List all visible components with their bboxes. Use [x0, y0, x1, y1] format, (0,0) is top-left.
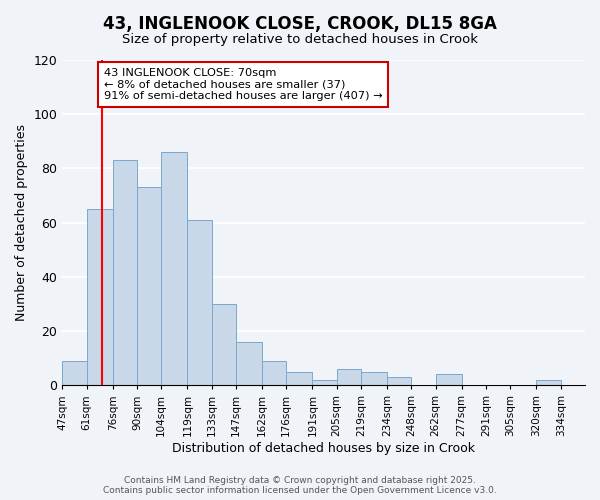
Text: 43, INGLENOOK CLOSE, CROOK, DL15 8GA: 43, INGLENOOK CLOSE, CROOK, DL15 8GA — [103, 15, 497, 33]
Text: 43 INGLENOOK CLOSE: 70sqm
← 8% of detached houses are smaller (37)
91% of semi-d: 43 INGLENOOK CLOSE: 70sqm ← 8% of detach… — [104, 68, 383, 102]
Bar — [262, 361, 286, 386]
Bar — [337, 369, 361, 386]
Text: Contains HM Land Registry data © Crown copyright and database right 2025.
Contai: Contains HM Land Registry data © Crown c… — [103, 476, 497, 495]
Bar — [187, 220, 212, 386]
Bar — [161, 152, 187, 386]
Bar — [313, 380, 337, 386]
Bar — [62, 361, 86, 386]
Bar — [361, 372, 387, 386]
Bar — [387, 377, 412, 386]
Text: Size of property relative to detached houses in Crook: Size of property relative to detached ho… — [122, 32, 478, 46]
Y-axis label: Number of detached properties: Number of detached properties — [15, 124, 28, 321]
Bar — [536, 380, 560, 386]
Bar — [137, 188, 161, 386]
Bar — [236, 342, 262, 386]
Bar — [286, 372, 313, 386]
X-axis label: Distribution of detached houses by size in Crook: Distribution of detached houses by size … — [172, 442, 475, 455]
Bar — [113, 160, 137, 386]
Bar — [86, 209, 113, 386]
Bar — [212, 304, 236, 386]
Bar — [436, 374, 462, 386]
